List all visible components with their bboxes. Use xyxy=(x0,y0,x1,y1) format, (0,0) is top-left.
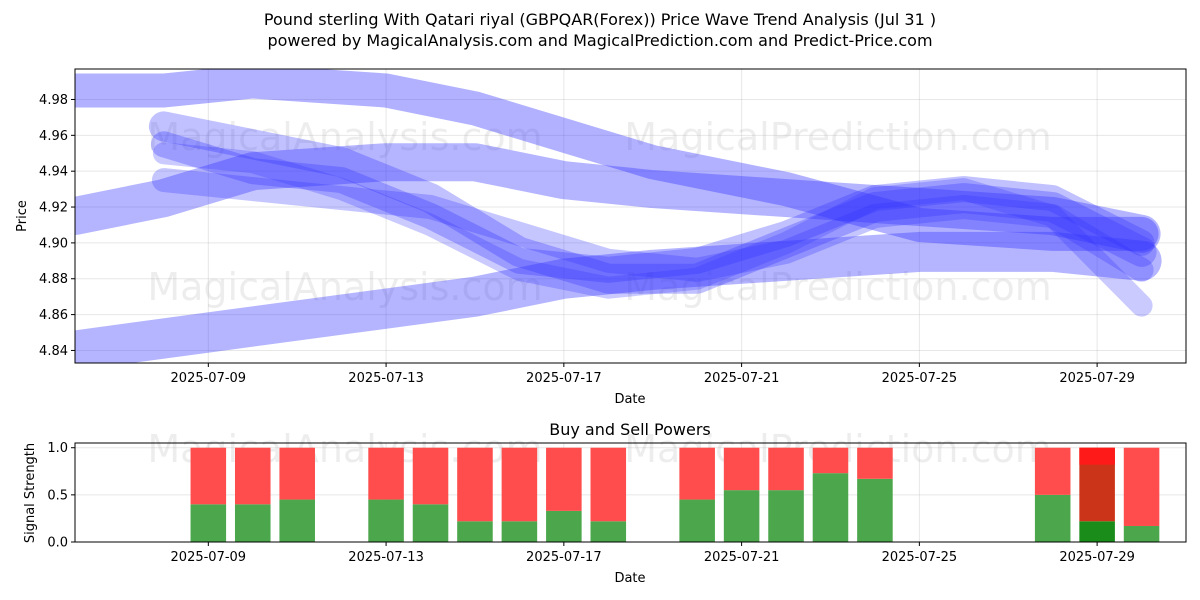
chart-subtitle: powered by MagicalAnalysis.com and Magic… xyxy=(267,31,933,50)
x-tick-label: 2025-07-21 xyxy=(704,371,780,386)
sell-bar xyxy=(501,447,538,522)
buy-bar xyxy=(1079,521,1115,542)
price-plot-frame xyxy=(74,68,1187,364)
buy-bar xyxy=(679,499,715,542)
x-tick-label: 2025-07-17 xyxy=(526,371,602,386)
watermark-analysis: MagicalAnalysis.com xyxy=(147,265,542,309)
x-tick-label: 2025-07-25 xyxy=(882,550,958,565)
buy-bar xyxy=(1034,494,1071,542)
sell-bar xyxy=(412,447,449,505)
sell-bar xyxy=(1123,447,1160,526)
sell-bar xyxy=(1034,447,1071,495)
sell-bar xyxy=(234,447,271,505)
x-tick-label: 2025-07-17 xyxy=(526,550,602,565)
y-tick-label: 4.98 xyxy=(39,93,68,108)
sell-bar xyxy=(368,447,404,500)
buy-bar xyxy=(457,521,493,542)
x-tick-label: 2025-07-09 xyxy=(171,550,247,565)
y-tick-label: 4.96 xyxy=(39,129,68,144)
buy-bar xyxy=(190,504,227,542)
sell-bar xyxy=(457,447,493,522)
price-waves xyxy=(75,69,1162,363)
x-tick-label: 2025-07-13 xyxy=(348,550,424,565)
x-tick-label: 2025-07-09 xyxy=(171,371,247,386)
y-tick-label: 4.86 xyxy=(39,308,68,323)
wave-band xyxy=(75,231,1162,363)
y-tick-label: 4.92 xyxy=(39,201,68,216)
wave-band xyxy=(75,69,1159,251)
signal-plot-frame xyxy=(74,442,1187,543)
buy-bar xyxy=(279,499,315,542)
y-tick-label: 4.88 xyxy=(39,272,68,287)
signal-y-label: Signal Strength xyxy=(23,443,38,543)
x-tick-label: 2025-07-13 xyxy=(348,371,424,386)
watermark-analysis: MagicalAnalysis.com xyxy=(147,115,542,159)
price-y-label: Price xyxy=(15,200,30,232)
chart-title: Pound sterling With Qatari riyal (GBPQAR… xyxy=(263,10,937,29)
buy-bar xyxy=(857,478,893,542)
buy-bar xyxy=(546,510,582,542)
watermark-prediction: MagicalPrediction.com xyxy=(624,265,1052,309)
buy-bar xyxy=(234,504,271,542)
buy-bar xyxy=(590,521,627,542)
buy-bar xyxy=(723,490,760,542)
sell-bar xyxy=(679,447,715,500)
buy-bar xyxy=(1123,525,1160,542)
signal-y-ticks: 0.0 0.5 1.0 xyxy=(47,441,75,551)
y-tick-label: 0.5 xyxy=(47,488,68,503)
watermark-layer-top: MagicalAnalysis.com MagicalPrediction.co… xyxy=(147,115,1051,471)
wave-band xyxy=(150,131,1155,283)
price-x-ticks: 2025-07-09 2025-07-13 2025-07-17 2025-07-21… xyxy=(171,363,1135,386)
sell-bar xyxy=(546,447,582,511)
x-tick-label: 2025-07-25 xyxy=(882,371,958,386)
x-tick-label: 2025-07-29 xyxy=(1059,371,1135,386)
wave-band xyxy=(75,143,1161,253)
sell-bar-peak xyxy=(1079,447,1115,465)
signal-bars xyxy=(190,447,1160,542)
sell-bar xyxy=(279,447,315,500)
price-grid xyxy=(75,69,1186,363)
buy-bar xyxy=(812,473,849,542)
x-tick-label: 2025-07-29 xyxy=(1059,550,1135,565)
signal-x-label: Date xyxy=(614,571,645,586)
y-tick-label: 0.0 xyxy=(47,536,68,551)
sell-bar xyxy=(857,447,893,479)
wave-band xyxy=(151,168,1154,282)
watermark-prediction: MagicalPrediction.com xyxy=(624,115,1052,159)
sell-bar xyxy=(723,447,760,491)
sell-bar xyxy=(768,447,804,491)
buy-bar xyxy=(368,499,404,542)
signal-title: Buy and Sell Powers xyxy=(549,420,711,439)
buy-bar xyxy=(768,490,804,542)
sell-bar xyxy=(812,447,849,474)
x-tick-label: 2025-07-21 xyxy=(704,550,780,565)
y-tick-label: 4.84 xyxy=(39,344,68,359)
wave-band xyxy=(152,142,1153,317)
price-x-label: Date xyxy=(614,392,645,407)
y-tick-label: 4.94 xyxy=(39,165,68,180)
sell-bar xyxy=(190,447,227,505)
buy-bar xyxy=(501,521,538,542)
wave-band xyxy=(148,111,1157,294)
y-tick-label: 1.0 xyxy=(47,441,68,456)
buy-bar xyxy=(412,504,449,542)
signal-x-ticks: 2025-07-09 2025-07-13 2025-07-17 2025-07-21… xyxy=(171,542,1135,565)
price-y-ticks: 4.84 4.86 4.88 4.90 4.92 4.94 4.96 4.98 xyxy=(39,93,75,359)
y-tick-label: 4.90 xyxy=(39,236,68,251)
sell-bar xyxy=(590,447,627,522)
